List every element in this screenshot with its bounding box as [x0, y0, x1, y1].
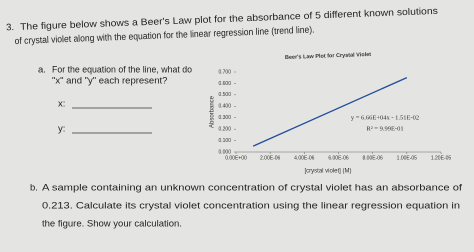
part-b-label: b.	[30, 183, 38, 194]
x-tick-label: 4.00E-06	[294, 155, 315, 161]
x-tick-label: 2.00E-06	[260, 155, 281, 161]
y-tick-label: 0.500	[218, 92, 231, 98]
y-tick-label: 0.000	[218, 149, 231, 155]
part-b-line: 0.213. Calculate its crystal violet conc…	[42, 201, 460, 212]
x-tick-label: 1.00E-05	[397, 155, 418, 161]
r-squared: R² = 9.99E-01	[366, 125, 403, 132]
trend-line	[252, 77, 408, 147]
y-tick-label: 0.700	[218, 69, 231, 75]
x-axis-title: [crystal violet] (M)	[304, 169, 351, 175]
x-tick-label: 6.00E-06	[328, 155, 349, 161]
y-prompt: y:	[58, 124, 65, 135]
question-number: 3.	[6, 22, 14, 33]
y-tick-label: 0.200	[218, 126, 231, 132]
part-b-line: the figure. Show your calculation.	[42, 219, 182, 230]
x-tick-label: 0.00E+00	[225, 155, 247, 161]
chart: Beer's Law Plot for Crystal Violet Absor…	[210, 52, 452, 175]
part-a-line: "x" and "y" each represent?	[52, 76, 167, 87]
y-tick-label: 0.400	[218, 104, 231, 110]
trendline-equation: y = 6.66E+04x - 1.51E-02	[351, 114, 419, 121]
part-b-line: A sample containing an unknown concentra…	[42, 183, 462, 194]
part-a-label: a.	[38, 65, 46, 76]
y-axis-title: Absorbance	[210, 95, 216, 128]
chart-title: Beer's Law Plot for Crystal Violet	[285, 52, 372, 61]
x-tick-label: 8.00E-06	[363, 155, 384, 161]
part-a-line: For the equation of the line, what do	[52, 65, 192, 76]
y-tick-label: 0.300	[218, 115, 231, 121]
y-tick-label: 0.100	[218, 138, 231, 144]
y-tick-label: 0.600	[218, 81, 231, 87]
x-prompt: x:	[58, 99, 65, 110]
x-tick-label: 1.20E-05	[431, 155, 452, 161]
